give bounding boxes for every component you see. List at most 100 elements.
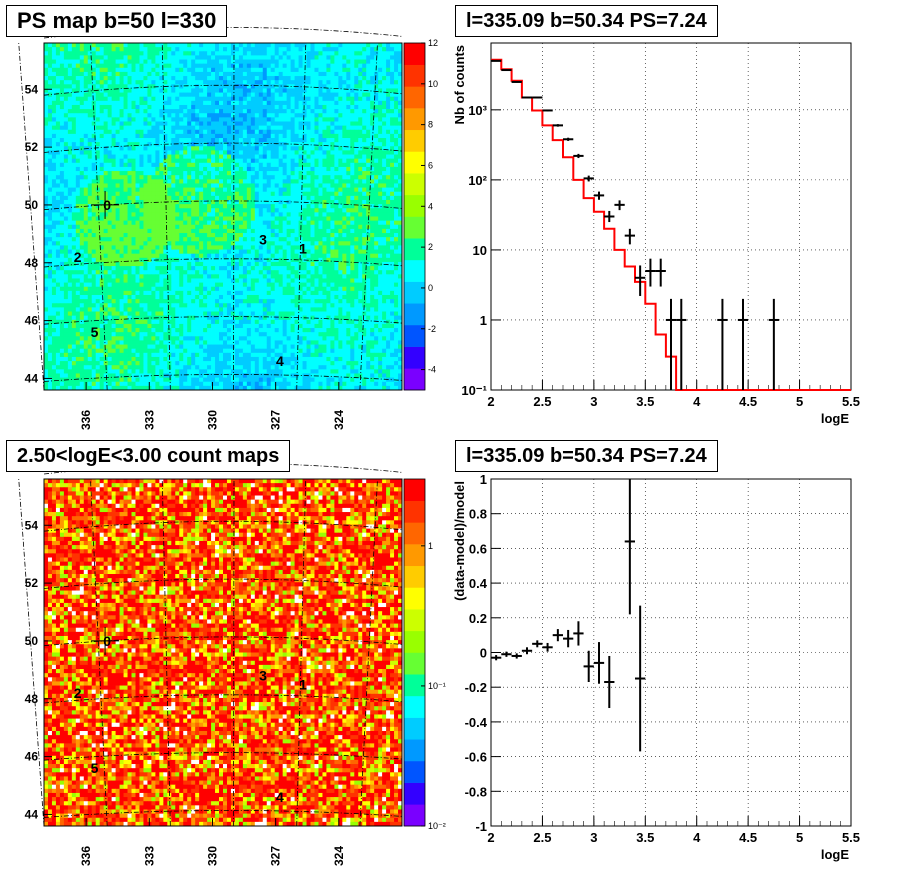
ps-map-cell <box>398 245 403 250</box>
ps-map-cell <box>362 261 367 267</box>
ps-map-cell <box>322 100 327 106</box>
ps-map-cell <box>278 51 284 56</box>
ps-map-cell <box>378 121 383 127</box>
ps-map-cell <box>103 212 109 217</box>
ps-map-cell <box>187 216 192 222</box>
ps-map-cell <box>242 104 248 110</box>
ps-map-cell <box>290 266 295 271</box>
ps-map-cell <box>226 146 232 151</box>
ps-map-cell <box>223 92 228 98</box>
ps-map-cell <box>346 171 351 176</box>
ps-map-cell <box>322 245 327 250</box>
ps-map-cell <box>318 266 323 271</box>
ps-map-cell <box>326 113 331 118</box>
ps-map-cell <box>270 154 276 160</box>
ps-map-cell <box>278 113 284 118</box>
ps-map-cell <box>59 249 65 255</box>
ps-map-cell <box>79 233 85 238</box>
ps-map-cell <box>211 51 216 56</box>
ps-map-cell <box>119 67 124 73</box>
ps-map-cell <box>95 67 101 73</box>
ps-map-cell <box>207 96 212 102</box>
ps-map-cell <box>163 47 168 52</box>
ps-map-cell <box>382 92 387 98</box>
ps-map-cell <box>350 175 355 180</box>
ps-map-cell <box>258 150 264 155</box>
ps-map-cell <box>179 146 184 151</box>
ps-map-cell <box>370 183 375 188</box>
ps-map-cell <box>79 113 85 118</box>
ps-map-cell <box>354 146 359 151</box>
ps-map-cell <box>374 104 379 110</box>
ps-map-cell <box>286 212 292 217</box>
ps-map-cell <box>310 237 315 242</box>
ps-map-cell <box>179 241 184 246</box>
ps-map-cell <box>342 158 347 164</box>
ps-map-cell <box>358 216 363 222</box>
ps-map-cell <box>266 212 272 217</box>
ps-map-cell <box>230 212 236 217</box>
ps-map-cell <box>199 88 204 93</box>
ps-map-cell <box>258 175 264 180</box>
ps-map-cell <box>147 237 152 242</box>
ps-map-cell <box>219 183 224 188</box>
ps-map-cell <box>330 195 335 201</box>
ps-map-cell <box>187 171 192 176</box>
ps-map-cell <box>394 43 399 48</box>
ps-map-cell <box>242 237 248 242</box>
ps-map-cell <box>386 204 391 209</box>
ps-map-cell <box>250 154 256 160</box>
ps-map-cell <box>298 47 303 52</box>
ps-map-cell <box>131 237 136 242</box>
ps-map-cell <box>63 249 69 255</box>
ps-map-cell <box>250 76 256 81</box>
ps-map-cell <box>286 179 292 184</box>
ps-map-cell <box>250 146 256 151</box>
ps-map-cell <box>131 208 136 213</box>
ps-map-cell <box>123 183 128 188</box>
ps-map-cell <box>79 266 85 271</box>
ps-map-cell <box>71 187 77 193</box>
ps-map-cell <box>242 117 248 122</box>
ps-map-cell <box>302 166 307 172</box>
ps-map-cell <box>95 166 101 172</box>
ps-map-cell <box>151 195 156 201</box>
ps-map-cell <box>318 71 323 77</box>
ps-map-cell <box>346 88 351 93</box>
ps-map-cell <box>226 237 232 242</box>
ps-map-cell <box>79 179 85 184</box>
ps-map-cell <box>51 146 57 151</box>
ps-map-cell <box>111 266 116 271</box>
ps-map-cell <box>135 121 140 127</box>
ps-map-cell <box>234 162 240 168</box>
ps-map-cell <box>55 253 61 259</box>
ps-map-cell <box>75 92 81 98</box>
ps-map-cell <box>394 216 399 222</box>
ps-map-cell <box>143 266 148 271</box>
ps-map-cell <box>286 92 292 98</box>
ps-map-cell <box>47 100 53 106</box>
ps-map-cell <box>115 125 120 131</box>
ps-map-cell <box>47 63 53 69</box>
ps-map-cell <box>44 266 49 271</box>
ps-map-cell <box>366 47 371 52</box>
ps-map-cell <box>59 253 65 259</box>
ps-map-cell <box>338 253 343 259</box>
ps-map-cell <box>183 117 188 122</box>
ps-map-cell <box>306 208 311 213</box>
ps-map-cell <box>318 109 323 114</box>
ps-map-cell <box>127 245 132 250</box>
ps-map-cell <box>179 104 184 110</box>
ps-map-cell <box>59 220 65 226</box>
ps-map-cell <box>215 171 220 176</box>
ps-map-cell <box>219 138 224 143</box>
ps-map-cell <box>44 133 49 139</box>
ps-map-cell <box>147 249 152 255</box>
ps-map-cell <box>298 175 303 180</box>
ps-map-cell <box>219 100 224 106</box>
ps-map-cell <box>151 245 156 250</box>
ps-map-cell <box>211 67 216 73</box>
ps-map-cell <box>398 109 403 114</box>
ps-map-cell <box>75 117 81 122</box>
ps-map-cell <box>374 179 379 184</box>
